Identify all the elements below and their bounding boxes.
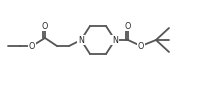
Text: O: O: [29, 41, 35, 50]
Text: O: O: [42, 21, 48, 31]
Text: N: N: [112, 36, 118, 44]
Text: O: O: [125, 21, 131, 31]
Text: O: O: [138, 41, 144, 50]
Text: N: N: [78, 36, 84, 44]
